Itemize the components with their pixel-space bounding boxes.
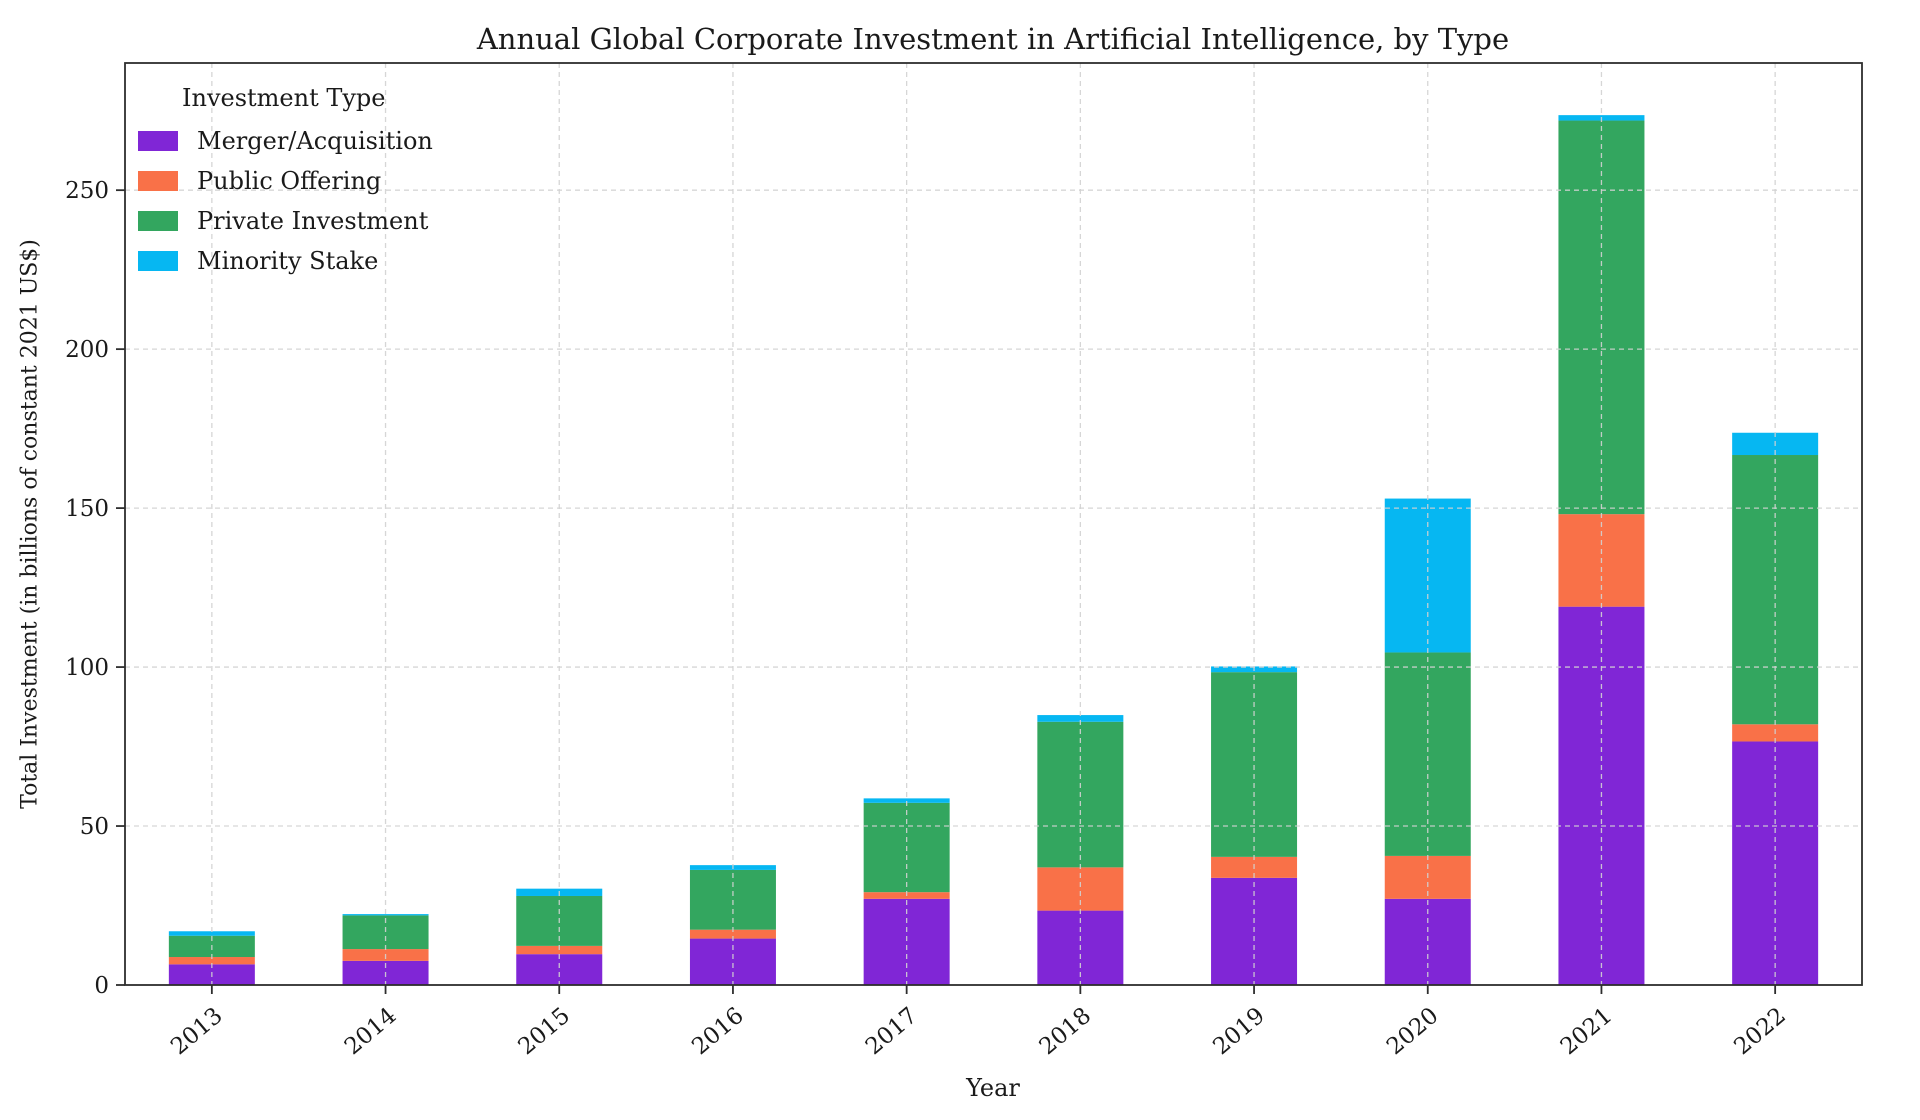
- x-tick-label: 2021: [1556, 1003, 1618, 1061]
- y-axis-label: Total Investment (in billions of constan…: [17, 239, 43, 809]
- legend-swatch: [138, 211, 178, 231]
- bar-segment: [168, 931, 255, 936]
- chart-title: Annual Global Corporate Investment in Ar…: [476, 22, 1510, 56]
- y-tick-label: 50: [80, 814, 109, 840]
- x-tick-label: 2018: [1035, 1003, 1097, 1061]
- x-tick-label: 2016: [687, 1003, 749, 1061]
- legend-items: Merger/Acquisition Public Offering Private…: [138, 121, 433, 281]
- legend-swatch: [138, 171, 178, 191]
- legend: Investment Type Merger/Acquisition Public…: [138, 84, 433, 281]
- bar-segment: [168, 957, 255, 965]
- bar-segment: [1384, 498, 1471, 653]
- legend-label: Public Offering: [197, 167, 382, 195]
- bar-segment: [342, 914, 429, 916]
- legend-item: Minority Stake: [138, 241, 433, 281]
- bar-segment: [689, 929, 776, 939]
- y-tick-label: 100: [65, 655, 109, 681]
- x-tick-label: 2015: [514, 1003, 576, 1061]
- x-tick-label: 2019: [1208, 1003, 1270, 1061]
- y-tick-label: 250: [65, 178, 109, 204]
- legend-swatch: [138, 251, 178, 271]
- legend-item: Public Offering: [138, 161, 433, 201]
- legend-item: Private Investment: [138, 201, 433, 241]
- bar-segment: [516, 954, 603, 985]
- y-tick-label: 150: [65, 496, 109, 522]
- bar-segment: [1732, 741, 1819, 985]
- legend-label: Private Investment: [197, 207, 429, 235]
- x-tick-label: 2014: [340, 1003, 402, 1061]
- legend-swatch: [138, 131, 178, 151]
- x-tick-label: 2013: [166, 1003, 228, 1061]
- legend-label: Minority Stake: [197, 247, 379, 275]
- x-axis-label: Year: [966, 1074, 1020, 1102]
- bar-segment: [516, 945, 603, 955]
- bar-segment: [1037, 715, 1124, 722]
- y-tick-label: 0: [94, 973, 109, 999]
- legend-label: Merger/Acquisition: [197, 127, 433, 155]
- legend-title: Investment Type: [182, 84, 386, 112]
- y-tick-label: 200: [65, 337, 109, 363]
- axis-frame: [124, 62, 1863, 986]
- x-tick-label: 2017: [861, 1003, 923, 1061]
- bar-segment: [863, 798, 950, 803]
- x-tick-label: 2022: [1729, 1003, 1791, 1061]
- legend-item: Merger/Acquisition: [138, 121, 433, 161]
- x-tick-label: 2020: [1382, 1003, 1444, 1061]
